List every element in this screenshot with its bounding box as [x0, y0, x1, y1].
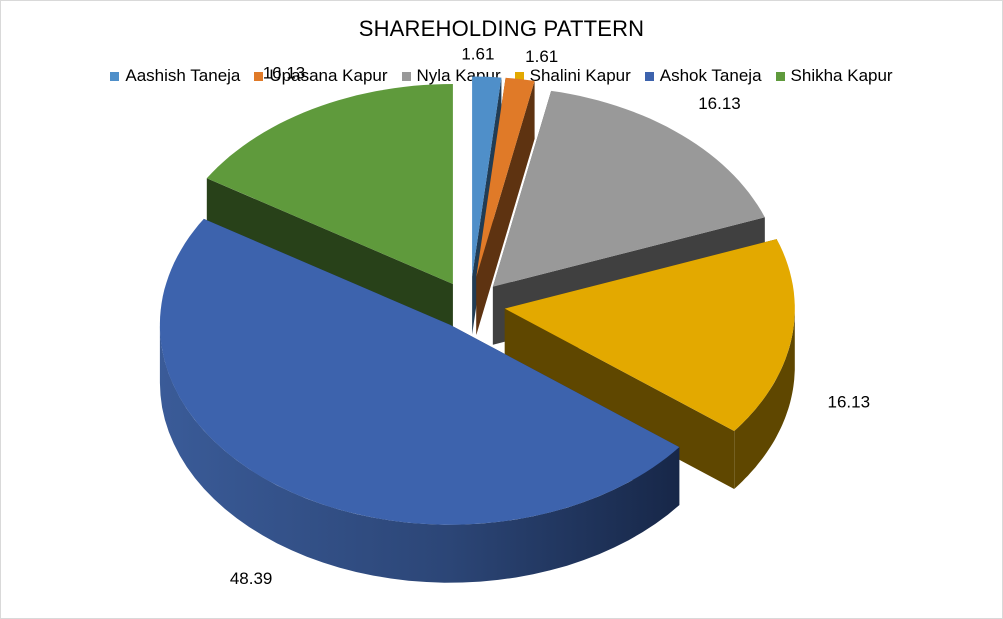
slice-side-ashok-taneja	[159, 324, 680, 583]
legend-item-shikha-kapur: Shikha Kapur	[775, 66, 893, 86]
legend-swatch	[254, 71, 264, 81]
legend-swatch	[644, 71, 654, 81]
slice-ashok-taneja	[159, 218, 680, 525]
legend-item-shalini-kapur: Shalini Kapur	[514, 66, 631, 86]
slice-shikha-kapur	[206, 84, 453, 285]
data-label-aashish-taneja: 1.61	[461, 44, 494, 63]
data-label-upasana-kapur: 1.61	[525, 47, 558, 66]
legend-label: Ashok Taneja	[659, 66, 762, 85]
legend-swatch	[775, 71, 785, 81]
slice-aashish-taneja	[472, 76, 502, 277]
slice-wall-upasana-kapur	[476, 80, 535, 335]
legend-swatch	[110, 71, 120, 81]
legend-label: Upasana Kapur	[269, 66, 388, 85]
chart-title: SHAREHOLDING PATTERN	[358, 16, 645, 41]
legend-label: Shikha Kapur	[790, 66, 893, 85]
legend-item-aashish-taneja: Aashish Taneja	[110, 66, 240, 86]
legend-label: Aashish Taneja	[125, 66, 241, 85]
legend-label: Shalini Kapur	[529, 66, 631, 85]
legend-swatch	[514, 71, 524, 81]
slice-upasana-kapur	[476, 77, 535, 277]
chart-legend: Aashish Taneja Upasana Kapur Nyla Kapur Sha…	[0, 66, 1003, 86]
data-label-shalini-kapur: 16.13	[828, 392, 871, 411]
legend-item-upasana-kapur: Upasana Kapur	[254, 66, 388, 86]
legend-item-ashok-taneja: Ashok Taneja	[644, 66, 762, 86]
slice-side-shalini-kapur	[734, 308, 795, 489]
legend-swatch	[401, 71, 411, 81]
data-label-ashok-taneja: 48.39	[230, 569, 273, 588]
data-label-nyla-kapur: 16.13	[698, 94, 741, 113]
slice-nyla-kapur	[492, 90, 765, 287]
data-label-shikha-kapur: 16.13	[263, 64, 306, 83]
slice-shalini-kapur	[504, 239, 795, 431]
slice-wall-shalini-kapur	[504, 308, 735, 490]
